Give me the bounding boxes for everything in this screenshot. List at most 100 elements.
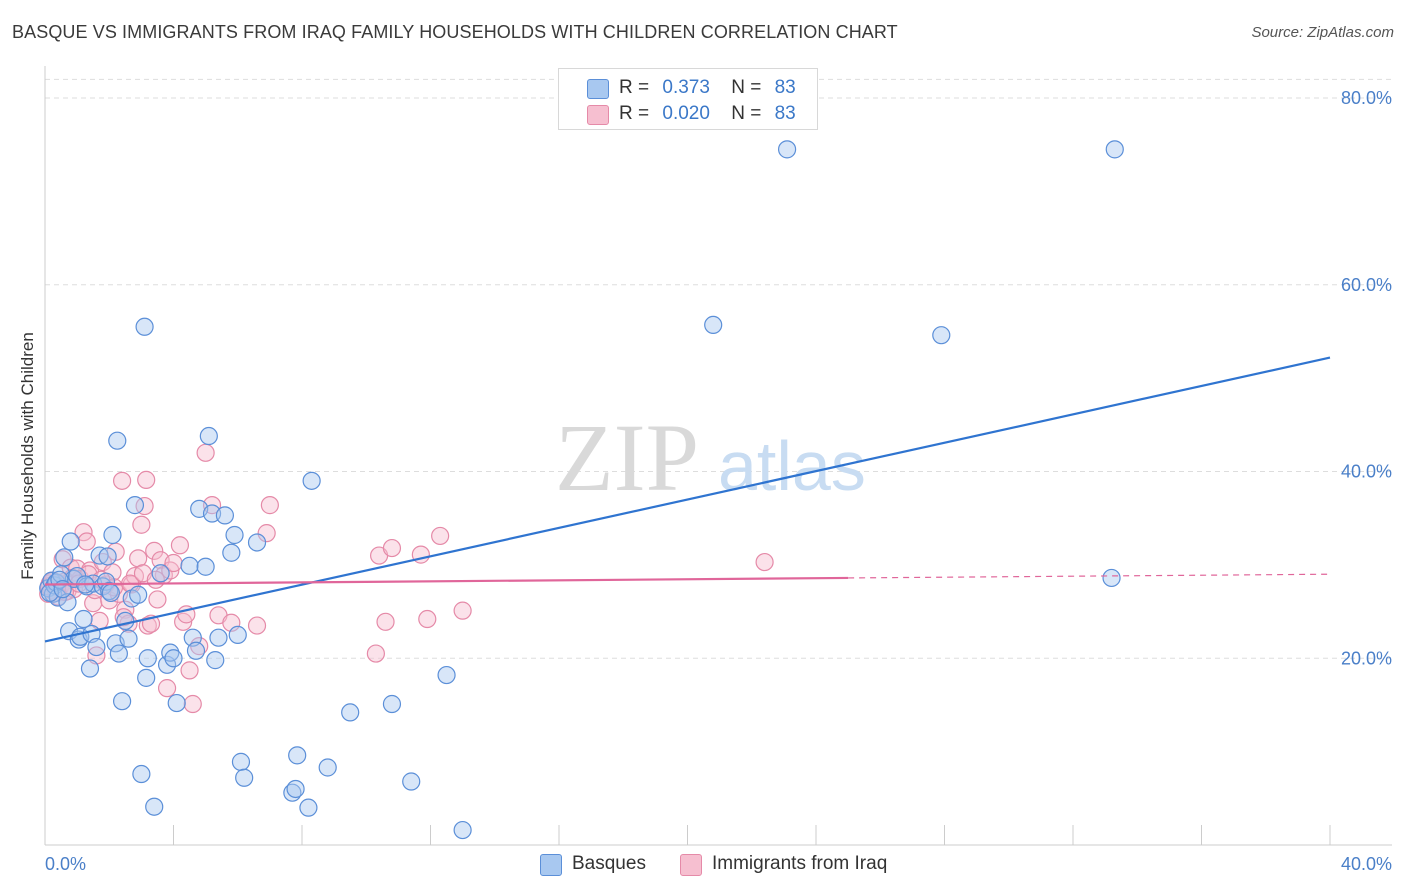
data-point-iraq (196, 443, 215, 462)
data-point-basques (145, 797, 164, 816)
data-point-basques (286, 779, 305, 799)
data-point-basques (80, 659, 100, 678)
data-point-iraq (260, 496, 279, 515)
legend-n-label: N = (731, 103, 762, 124)
data-point-basques (138, 649, 157, 668)
watermark-zip: ZIP (555, 404, 699, 511)
data-point-basques (167, 693, 186, 713)
bottom-legend-swatch-iraq (680, 854, 702, 876)
data-point-basques (151, 564, 170, 583)
legend-n-value: 83 (774, 77, 796, 98)
data-point-basques (55, 548, 74, 567)
data-point-iraq (132, 515, 151, 534)
legend-swatch-basques (587, 79, 609, 99)
data-point-basques (247, 533, 267, 552)
data-point-iraq (135, 496, 154, 516)
trend-line-iraq (44, 576, 849, 586)
data-point-iraq (257, 524, 276, 543)
data-point-iraq (755, 552, 774, 572)
data-point-basques (288, 746, 307, 765)
legend-r-label: R = (619, 77, 650, 98)
y-tick-label: 20.0% (1341, 648, 1392, 668)
data-point-iraq (157, 679, 177, 698)
data-point-basques (180, 556, 199, 575)
legend-n-value: 83 (774, 103, 796, 124)
data-point-basques (161, 643, 180, 662)
tick-labels: 20.0% 40.0% 60.0% 80.0% 0.0% 40.0% (45, 88, 1392, 874)
data-point-basques (186, 641, 206, 660)
data-point-iraq (170, 536, 190, 555)
data-point-basques (1105, 140, 1124, 159)
series-immigrants-from-iraq (39, 443, 774, 714)
data-point-basques (116, 611, 135, 631)
axes (44, 66, 1392, 846)
data-point-iraq (148, 590, 167, 609)
data-point-basques (302, 471, 321, 490)
data-point-iraq (138, 616, 157, 635)
data-point-iraq (418, 609, 437, 629)
data-point-basques (135, 317, 154, 336)
trend-line-iraq-dashed (848, 573, 1331, 579)
x-tick-label: 0.0% (45, 854, 86, 874)
data-point-basques (98, 547, 117, 566)
data-point-iraq (382, 538, 402, 558)
data-point-basques (132, 764, 151, 784)
data-point-basques (108, 431, 127, 450)
data-point-basques (164, 649, 183, 668)
data-point-basques (1102, 568, 1121, 588)
data-point-iraq (247, 616, 267, 635)
legend-r-label: R = (619, 103, 650, 124)
data-point-basques (453, 820, 472, 840)
data-point-basques (225, 525, 244, 545)
bottom-legend-swatch-basques (540, 854, 562, 876)
data-point-basques (382, 694, 402, 714)
data-point-basques (222, 543, 241, 562)
y-tick-label: 40.0% (1341, 462, 1392, 482)
data-point-basques (341, 703, 360, 722)
data-point-basques (74, 609, 93, 629)
bottom-legend-label-iraq: Immigrants from Iraq (712, 853, 888, 874)
data-point-basques (437, 665, 456, 685)
data-point-iraq (431, 526, 450, 546)
data-point-basques (137, 668, 156, 687)
data-point-basques (704, 315, 723, 335)
data-point-basques (215, 506, 234, 525)
trend-line-basques (44, 356, 1331, 643)
data-point-basques (87, 637, 106, 657)
data-point-basques (932, 326, 951, 345)
grid-lines (45, 78, 1392, 659)
legend-r-value: 0.020 (662, 103, 710, 124)
data-point-iraq (77, 532, 96, 551)
legend-n-label: N = (731, 77, 762, 98)
data-point-iraq (145, 541, 164, 560)
data-point-basques (299, 798, 318, 817)
data-point-iraq (112, 471, 132, 490)
data-point-basques (228, 625, 247, 645)
bottom-legend-label-basques: Basques (572, 853, 646, 874)
legend: R = 0.373 N = 83 R = 0.020 N = 83 (558, 68, 818, 130)
data-point-basques (235, 768, 254, 787)
data-point-basques (199, 426, 218, 446)
data-point-iraq (137, 470, 156, 490)
data-point-basques (231, 752, 251, 771)
data-point-iraq (180, 661, 199, 680)
data-point-basques (402, 772, 421, 791)
x-tick-label: 40.0% (1341, 854, 1392, 874)
chart-title: BASQUE VS IMMIGRANTS FROM IRAQ FAMILY HO… (12, 22, 898, 42)
data-point-iraq (183, 694, 202, 714)
data-point-basques (103, 525, 122, 545)
legend-r-value: 0.373 (662, 77, 710, 98)
legend-swatch-iraq (587, 105, 609, 125)
data-point-basques (119, 629, 138, 648)
data-point-basques (206, 651, 225, 670)
data-point-basques (318, 758, 337, 777)
data-point-iraq (453, 601, 472, 620)
data-point-basques (61, 532, 80, 551)
data-point-basques (112, 692, 132, 711)
data-point-iraq (366, 644, 385, 663)
data-point-basques (129, 585, 148, 604)
data-point-iraq (376, 612, 395, 631)
data-point-basques (125, 496, 145, 515)
data-point-basques (109, 644, 128, 663)
